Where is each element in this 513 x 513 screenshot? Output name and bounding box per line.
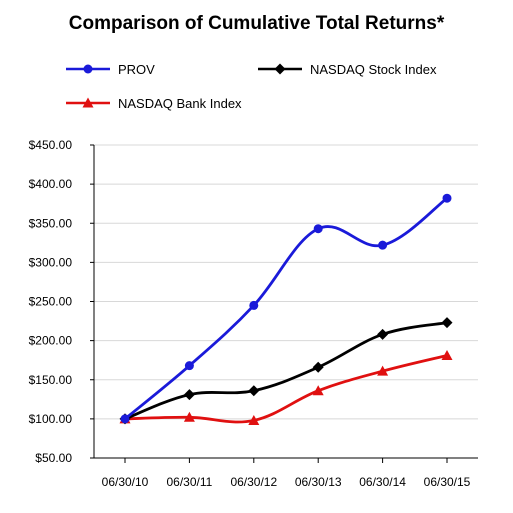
- data-point-nasdaq-bank-index: [183, 411, 195, 422]
- data-point-prov: [184, 361, 194, 371]
- y-tick-label: $200.00: [29, 334, 73, 348]
- y-tick-label: $450.00: [29, 138, 73, 152]
- x-tick-label: 06/30/15: [424, 475, 471, 489]
- legend-item-nasdaq-bank-index: NASDAQ Bank Index: [64, 94, 242, 112]
- x-tick-label: 06/30/13: [295, 475, 342, 489]
- x-tick-label: 06/30/14: [359, 475, 406, 489]
- legend-item-nasdaq-stock-index: NASDAQ Stock Index: [256, 60, 436, 78]
- series-line-prov: [123, 196, 449, 421]
- legend-swatch-nasdaq-bank-index: [66, 97, 110, 108]
- y-tick-label: $300.00: [29, 255, 73, 269]
- legend-label-nasdaq-bank-index: NASDAQ Bank Index: [118, 95, 242, 111]
- y-tick-label: $100.00: [29, 412, 73, 426]
- y-tick-label: $250.00: [29, 295, 73, 309]
- data-point-nasdaq-bank-index: [377, 365, 389, 376]
- legend-label-prov: PROV: [118, 61, 155, 77]
- x-tick-label: 06/30/12: [230, 475, 277, 489]
- x-tick-label: 06/30/11: [166, 475, 212, 489]
- y-tick-label: $150.00: [29, 373, 73, 387]
- legend-swatch-prov: [66, 64, 110, 74]
- chart-title: Comparison of Cumulative Total Returns*: [68, 13, 445, 34]
- data-point-prov: [442, 193, 452, 203]
- data-point-prov: [378, 240, 388, 250]
- data-point-nasdaq-bank-index: [248, 414, 260, 425]
- y-tick-label: $50.00: [35, 451, 72, 465]
- legend-label-nasdaq-stock-index: NASDAQ Stock Index: [310, 61, 437, 77]
- data-point-nasdaq-bank-index: [441, 349, 453, 360]
- data-point-prov: [249, 300, 259, 310]
- series-line-nasdaq-stock-index: [123, 321, 449, 421]
- data-point-prov: [313, 224, 323, 234]
- data-point-nasdaq-stock-index: [248, 385, 260, 397]
- legend-swatch-nasdaq-stock-index: [258, 63, 302, 75]
- data-point-nasdaq-stock-index: [312, 361, 324, 373]
- data-point-prov: [120, 414, 130, 424]
- y-tick-label: $350.00: [29, 216, 73, 230]
- data-point-nasdaq-stock-index: [183, 389, 195, 401]
- data-point-nasdaq-stock-index: [377, 328, 389, 340]
- series-line-nasdaq-bank-index: [123, 354, 449, 424]
- x-tick-label: 06/30/10: [102, 475, 149, 489]
- legend-item-prov: PROV: [64, 60, 155, 78]
- data-point-nasdaq-bank-index: [312, 385, 324, 396]
- data-point-nasdaq-stock-index: [441, 317, 453, 329]
- y-tick-label: $400.00: [29, 177, 73, 191]
